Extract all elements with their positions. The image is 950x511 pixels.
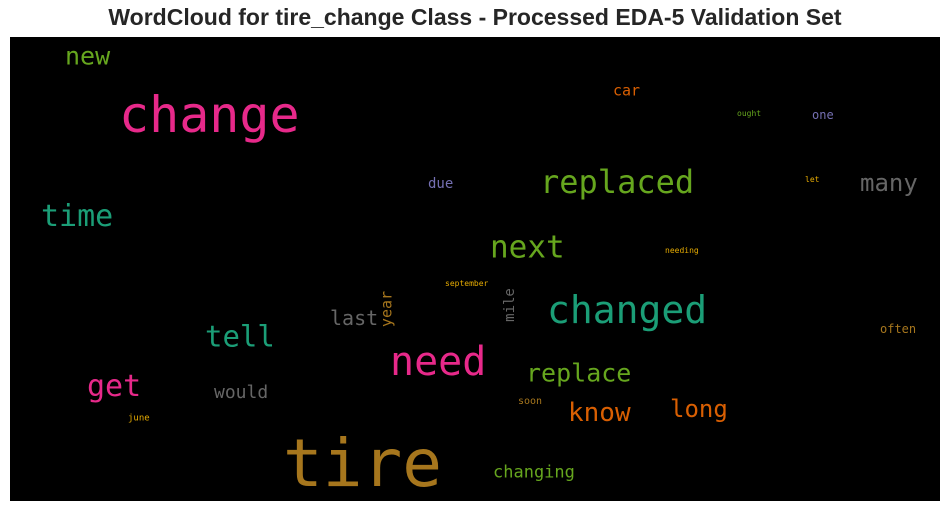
word-one: one	[812, 108, 834, 122]
word-due: due	[428, 176, 454, 192]
word-get: get	[87, 369, 142, 404]
word-know: know	[568, 398, 631, 428]
word-new: new	[65, 41, 111, 71]
word-soon: soon	[518, 396, 543, 407]
word-time: time	[41, 199, 114, 234]
word-car: car	[613, 81, 641, 100]
word-needing: needing	[665, 246, 699, 255]
word-tire: tire	[283, 425, 442, 501]
word-would: would	[214, 382, 269, 403]
word-replaced: replaced	[540, 163, 695, 201]
word-need: need	[390, 339, 487, 385]
word-often: often	[880, 322, 917, 336]
word-long: long	[670, 395, 728, 423]
word-next: next	[490, 229, 565, 266]
word-mile: mile	[502, 288, 518, 322]
word-change: change	[119, 86, 300, 144]
chart-title: WordCloud for tire_change Class - Proces…	[108, 4, 842, 30]
word-changing: changing	[493, 462, 575, 483]
word-june: june	[128, 413, 150, 424]
wordcloud-canvas: tire change need changed replaced next time tel…	[10, 37, 940, 501]
word-many: many	[860, 169, 918, 197]
word-let: let	[805, 175, 820, 184]
word-last: last	[330, 306, 379, 330]
word-ought: ought	[737, 109, 762, 118]
word-changed: changed	[547, 288, 708, 332]
word-september: september	[445, 279, 489, 288]
word-tell: tell	[205, 319, 275, 354]
word-year: year	[377, 290, 396, 328]
word-replace: replace	[526, 358, 632, 388]
